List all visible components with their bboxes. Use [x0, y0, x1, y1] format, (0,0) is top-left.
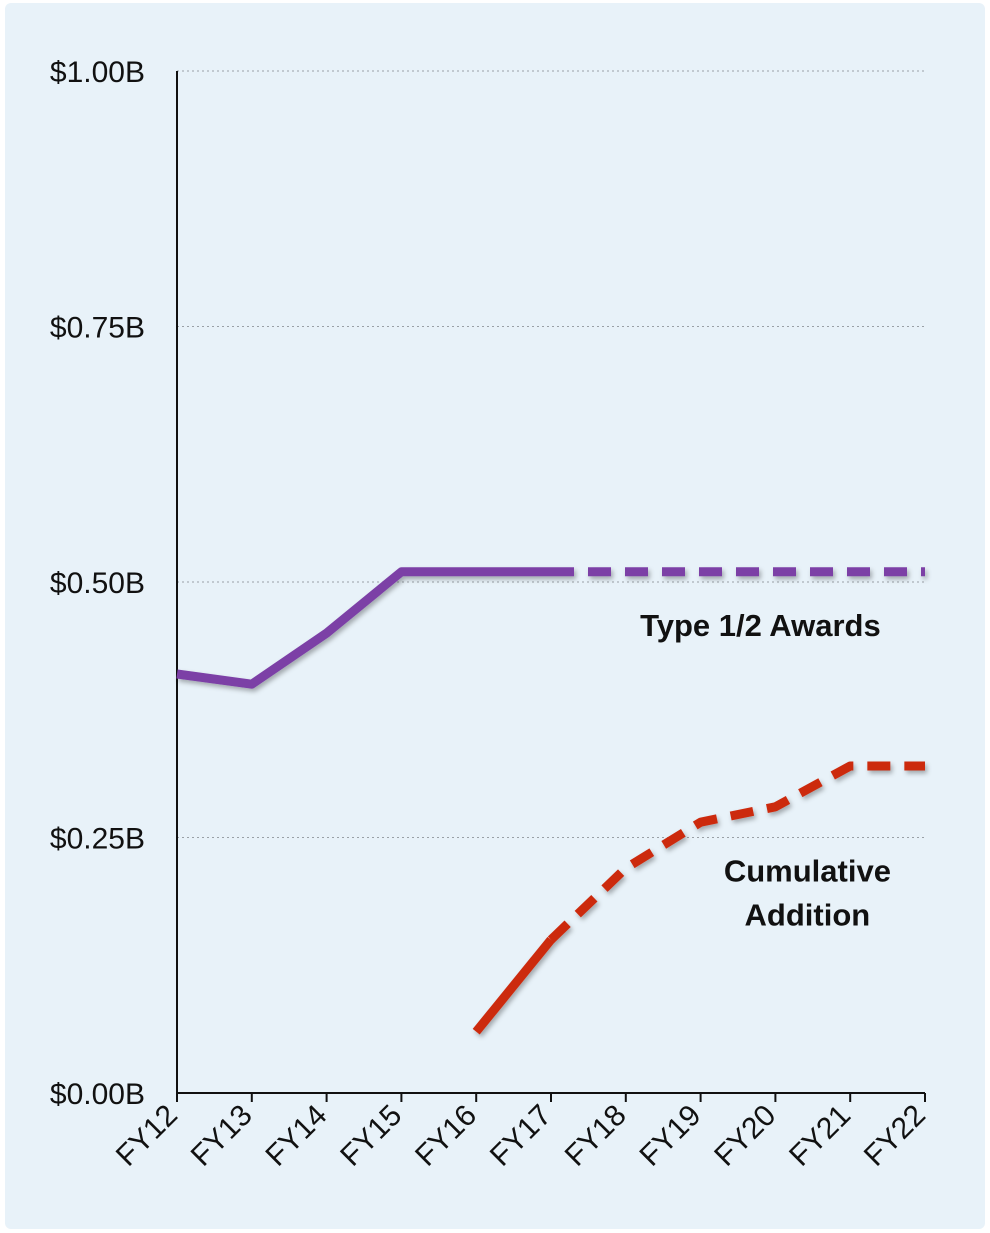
y-tick-label: $0.00B — [50, 1078, 145, 1111]
axes — [176, 71, 926, 1102]
x-tick-label: FY13 — [185, 1099, 259, 1173]
x-tick-label: FY15 — [334, 1099, 408, 1173]
x-tick-label: FY19 — [634, 1099, 708, 1173]
y-tick-label: $0.50B — [50, 567, 145, 600]
x-tick-label: FY20 — [708, 1099, 782, 1173]
y-tick-label: $0.75B — [50, 312, 145, 345]
y-tick-label: $0.25B — [50, 823, 145, 856]
x-tick-labels: FY12 FY13 FY14 FY15 FY16 FY17 FY18 FY19 FY20 FY21… — [110, 1099, 932, 1173]
series-line-projected — [547, 761, 925, 943]
series-line-actual — [176, 567, 551, 689]
series-group — [176, 567, 925, 689]
x-tick-label: FY16 — [409, 1099, 483, 1173]
series-line-actual — [472, 936, 555, 1035]
series-labels: Type 1/2 Awards Cumulative Addition — [640, 608, 891, 933]
series-label-type-awards: Type 1/2 Awards — [640, 608, 881, 643]
grid-lines — [177, 70, 925, 838]
x-tick-label: FY17 — [484, 1099, 558, 1173]
y-tick-labels: $0.00B $0.25B $0.50B $0.75B $1.00B — [50, 56, 145, 1111]
x-tick-label: FY21 — [783, 1099, 857, 1173]
x-tick-label: FY22 — [858, 1099, 932, 1173]
series-label-cumulative-addition: Addition — [745, 898, 871, 933]
x-tick-label: FY14 — [260, 1099, 334, 1173]
series-lines — [176, 567, 925, 1035]
series-group — [472, 761, 925, 1035]
series-label-cumulative-addition: Cumulative — [724, 854, 891, 889]
chart-panel — [5, 3, 985, 1229]
x-tick-label: FY18 — [559, 1099, 633, 1173]
y-tick-label: $1.00B — [50, 56, 145, 89]
